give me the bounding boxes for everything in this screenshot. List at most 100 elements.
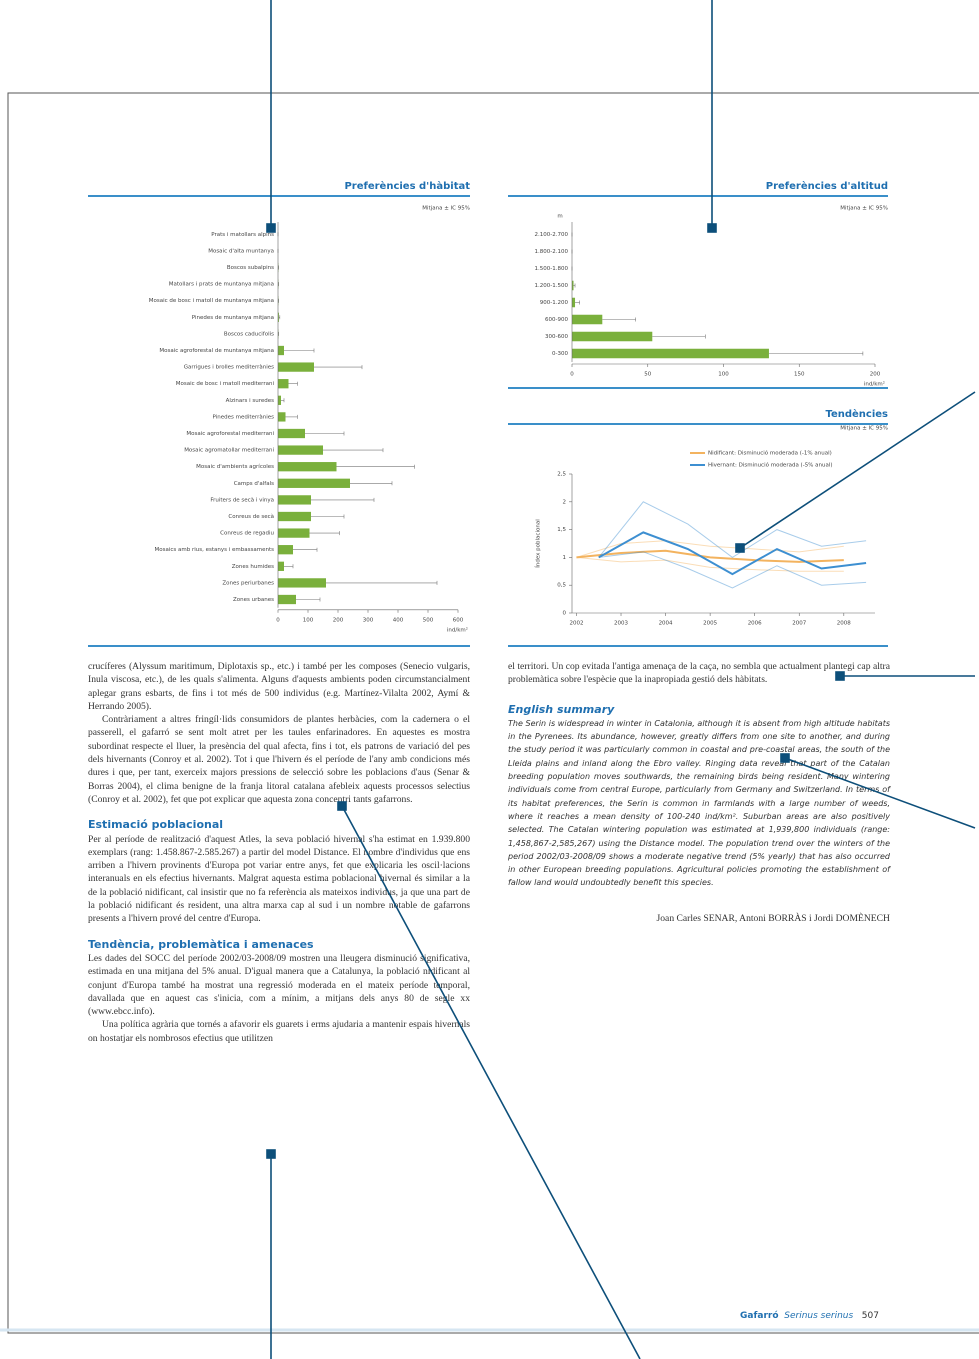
- x-tick-label: 2006: [748, 621, 762, 627]
- ci-line: [576, 556, 844, 572]
- category-label: Camps d'alfals: [234, 481, 274, 487]
- bar: [278, 594, 296, 605]
- x-tick-label: 0: [570, 372, 574, 378]
- category-label: 1.500-1.800: [535, 266, 569, 272]
- bar: [278, 412, 286, 422]
- heading: Estimació poblacional: [88, 818, 224, 832]
- x-tick-label: 2004: [659, 621, 673, 627]
- bar: [572, 280, 574, 291]
- bar: [572, 348, 769, 359]
- category-label: Mosaic de bosc i matoll mediterrani: [176, 381, 275, 387]
- x-tick-label: 2003: [614, 621, 628, 627]
- x-tick-label: 2005: [703, 621, 717, 627]
- category-label: Boscos subalpins: [227, 265, 274, 271]
- category-label: Alzinars i suredes: [226, 398, 274, 404]
- category-label: Pinedes mediterrànies: [213, 413, 275, 420]
- paragraph: Per al període de realització d'aquest A…: [88, 833, 470, 925]
- latin: Serinus serinus: [784, 1311, 854, 1321]
- category-label: Mosaic agroforestal mediterrani: [186, 431, 274, 437]
- category-label: 2.100-2.700: [535, 232, 569, 238]
- bar: [278, 462, 337, 472]
- category-label: Mosaic de bosc i matoll de muntanya mitj…: [149, 298, 274, 304]
- y-tick-label: 2: [563, 499, 567, 505]
- y-tick-label: 1,5: [557, 527, 566, 533]
- bar: [278, 379, 289, 389]
- heading: Tendència, problemàtica i amenaces: [88, 937, 314, 951]
- series-line: [598, 531, 867, 576]
- bar: [278, 478, 350, 488]
- x-tick-label: 2007: [792, 621, 806, 627]
- x-tick-label: 500: [423, 617, 434, 623]
- bar: [278, 312, 279, 322]
- species: Gafarró: [740, 1311, 779, 1321]
- bar: [278, 578, 326, 588]
- y-tick-label: 0,5: [557, 583, 566, 589]
- y-axis-label: m: [557, 214, 562, 220]
- category-label: Pinedes de muntanya mitjana: [192, 315, 274, 321]
- heading: English summary: [508, 702, 615, 716]
- x-tick-label: 200: [870, 372, 881, 378]
- x-tick-label: 2002: [569, 621, 583, 627]
- paragraph: el territori. Un cop evitada l'antiga am…: [508, 661, 890, 686]
- category-label: Boscos caducifolis: [224, 331, 274, 337]
- chart-subtitle: Mitjana ± IC 95%: [422, 206, 470, 212]
- x-axis-label: ind/km²: [447, 626, 468, 633]
- x-tick-label: 0: [276, 617, 280, 623]
- y-tick-label: 1: [563, 555, 567, 561]
- x-tick-label: 600: [453, 617, 464, 623]
- x-tick-label: 200: [333, 617, 344, 623]
- bar: [278, 345, 284, 356]
- bar: [278, 545, 293, 555]
- category-label: Conreus de secà: [228, 513, 274, 520]
- bar: [278, 561, 284, 571]
- chart-subtitle: Mitjana ± IC 95%: [840, 426, 888, 432]
- footer: Gafarró Serinus serinus 507: [740, 1311, 879, 1321]
- x-tick-label: 50: [644, 372, 651, 378]
- chart-title: Tendències: [825, 408, 888, 420]
- bar: [278, 511, 311, 522]
- page-number: 507: [861, 1311, 879, 1321]
- left-column: crucíferes (Alyssum maritimum, Diplotaxi…: [88, 660, 470, 1045]
- category-label: Zones periurbanes: [222, 580, 274, 586]
- right-column: el territori. Un cop evitada l'antiga am…: [508, 660, 890, 925]
- category-label: 900-1.200: [540, 300, 569, 306]
- category-label: Zones urbanes: [233, 597, 274, 603]
- category-label: Mosaic d'alta muntanya: [208, 248, 274, 254]
- x-tick-label: 2008: [837, 621, 851, 627]
- legend-label: Nidificant: Disminució moderada (-1% anu…: [708, 450, 832, 457]
- y-tick-label: 2,5: [557, 472, 566, 478]
- chart-subtitle: Mitjana ± IC 95%: [840, 206, 888, 212]
- category-label: Fruiters de secà i vinya: [210, 496, 274, 503]
- bar: [278, 428, 305, 439]
- bar: [278, 495, 311, 505]
- x-tick-label: 100: [303, 617, 314, 623]
- bar: [572, 331, 653, 342]
- paragraph: Contràriament a altres fringíl·lids cons…: [88, 714, 470, 805]
- bar: [278, 528, 310, 538]
- category-label: Prats i matollars alpins: [211, 232, 274, 238]
- x-tick-label: 300: [363, 617, 374, 623]
- series-line: [576, 549, 844, 563]
- chart-title: Preferències d'hàbitat: [344, 180, 470, 192]
- category-label: Mosaic d'ambients agrícoles: [196, 463, 274, 470]
- category-label: Zones humides: [232, 564, 274, 570]
- chart-title: Preferències d'altitud: [766, 180, 888, 192]
- legend-label: Hivernant: Disminució moderada (-5% anua…: [708, 462, 833, 469]
- category-label: 600-900: [545, 317, 568, 323]
- category-label: 300-600: [545, 334, 568, 340]
- category-label: Conreus de regadiu: [220, 531, 274, 537]
- x-axis-label: ind/km²: [864, 381, 885, 388]
- y-axis-label: Índex poblacional: [535, 519, 542, 568]
- ci-line: [598, 551, 867, 589]
- ci-line: [576, 540, 844, 558]
- paragraph: crucíferes (Alyssum maritimum, Diplotaxi…: [88, 661, 470, 712]
- bar: [278, 395, 281, 405]
- summary: The Serin is widespread in winter in Cat…: [508, 718, 890, 888]
- y-tick-label: 0: [563, 611, 567, 617]
- category-label: Mosaic agromatollar mediterrani: [184, 448, 274, 454]
- category-label: Garrigues i brolles mediterrànies: [184, 364, 274, 371]
- x-tick-label: 150: [794, 372, 805, 378]
- paragraph: Les dades del SOCC del període 2002/03-2…: [88, 952, 470, 1018]
- category-label: 1.800-2.100: [535, 249, 569, 255]
